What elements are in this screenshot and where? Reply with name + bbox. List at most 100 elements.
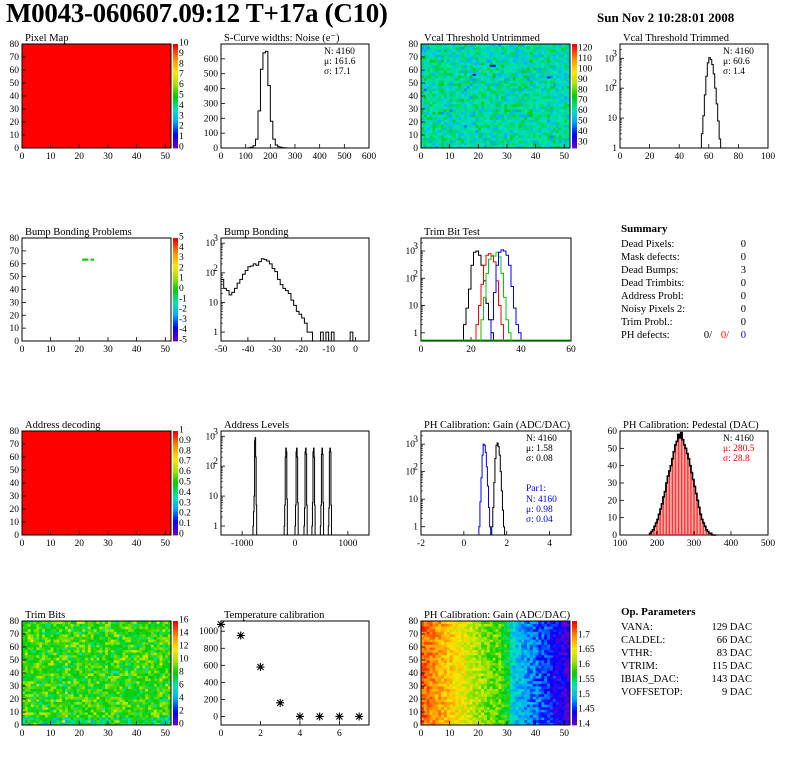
heatmap-cell (527, 93, 531, 97)
heatmap-cell (492, 54, 496, 58)
stats-line: σ: 0.08 (526, 454, 553, 464)
heatmap-cell (455, 72, 459, 76)
heatmap-cell (67, 696, 72, 700)
heatmap-cell (529, 80, 534, 84)
heatmap-cell (512, 103, 516, 107)
heatmap-cell (449, 98, 453, 102)
x-tick-label: -20 (295, 345, 308, 355)
heatmap-cell (435, 145, 439, 149)
heatmap-cell (458, 142, 462, 146)
heatmap-cell (116, 662, 120, 666)
heatmap-cell (469, 77, 473, 81)
heatmap-cell (85, 644, 89, 648)
heatmap-cell (153, 628, 158, 632)
heatmap-cell (36, 657, 40, 661)
heatmap-cell (162, 712, 166, 715)
heatmap-cell (521, 106, 525, 110)
palette-cell (572, 57, 577, 60)
heatmap-cell (116, 628, 120, 632)
heatmap-cell (524, 122, 528, 125)
heatmap-cell (475, 75, 479, 79)
heatmap-cell (62, 662, 66, 666)
heatmap-cell (162, 652, 166, 656)
heatmap-cell (110, 644, 115, 648)
heatmap-cell (90, 626, 95, 630)
heatmap-cell (429, 77, 433, 81)
heatmap-cell (472, 137, 476, 141)
heatmap-cell (67, 686, 72, 689)
heatmap-cell (145, 636, 149, 640)
heatmap-cell (96, 673, 100, 676)
palette-tick-label: 10 (179, 655, 189, 665)
heatmap-cell (489, 80, 494, 84)
heatmap-cell (162, 691, 166, 695)
heatmap-cell (452, 124, 456, 128)
palette-cell (173, 238, 178, 241)
heatmap-cell (99, 644, 103, 648)
heatmap-cell (532, 124, 537, 128)
heatmap-cell (555, 124, 559, 128)
heatmap-cell (76, 628, 80, 632)
heatmap-cell (532, 64, 537, 68)
heatmap-cell (113, 654, 117, 658)
heatmap-cell (64, 631, 69, 635)
heatmap-cell (70, 665, 74, 669)
heatmap-cell (518, 80, 522, 84)
palette-cell (173, 103, 178, 107)
heatmap-cell (429, 119, 433, 123)
palette-tick-label: 0.9 (179, 436, 191, 446)
palette-cell (173, 320, 178, 324)
heatmap-cell (79, 634, 83, 637)
heatmap-cell (435, 142, 439, 146)
x-tick-label: 20 (474, 152, 484, 162)
x-tick-label: -2 (417, 539, 425, 549)
palette-tick-label: 2 (179, 263, 184, 273)
heatmap-cell (449, 49, 453, 53)
heatmap-cell (79, 722, 83, 726)
heatmap-cell (24, 665, 29, 669)
heatmap-cell (30, 675, 34, 679)
heatmap-cell (168, 686, 172, 689)
heatmap-cell (102, 673, 106, 676)
heatmap-cell (486, 51, 491, 55)
heatmap-cell (547, 106, 551, 110)
heatmap-cell (56, 644, 60, 648)
heatmap-cell (466, 90, 471, 94)
heatmap-cell (24, 701, 29, 705)
y-tick-label: 70 (10, 440, 20, 450)
heatmap-cell (498, 75, 502, 79)
heatmap-cell (521, 51, 525, 55)
heatmap-cell (168, 688, 172, 692)
heatmap-cell (564, 122, 568, 125)
heatmap-cell (567, 109, 571, 112)
heatmap-cell (70, 696, 74, 700)
heatmap-cell (446, 122, 451, 125)
heatmap-cell (421, 132, 425, 136)
heatmap-cell (466, 140, 471, 144)
heatmap-cell (555, 129, 559, 133)
heatmap-cell (509, 135, 514, 138)
heatmap-cell (484, 75, 488, 79)
heatmap-cell (39, 678, 43, 682)
heatmap-cell (498, 49, 502, 53)
heatmap-cell (524, 49, 528, 53)
stats-line: σ: 1.4 (723, 67, 745, 77)
heatmap-cell (495, 88, 499, 92)
heatmap-cell (435, 132, 439, 136)
heatmap-cell (122, 667, 126, 671)
heatmap-cell (455, 77, 459, 81)
heatmap-cell (481, 124, 485, 128)
heatmap-cell (90, 652, 95, 656)
heatmap-cell (521, 145, 525, 149)
y-tick-label: 20 (10, 695, 20, 705)
heatmap-cell (39, 706, 43, 710)
heatmap-cell (567, 59, 571, 63)
heatmap-cell (105, 696, 109, 700)
heatmap-cell (119, 722, 123, 726)
heatmap-cell (501, 72, 505, 76)
x-tick-label: 300 (288, 152, 303, 162)
heatmap-cell (148, 628, 152, 632)
heatmap-cell (102, 628, 106, 632)
y-tick-label: 10 (605, 84, 615, 94)
